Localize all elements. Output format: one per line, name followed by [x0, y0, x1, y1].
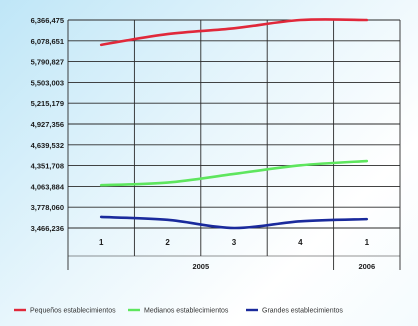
legend-label: Grandes establecimientos [262, 308, 343, 315]
y-tick-label: 5,215,179 [31, 99, 64, 108]
y-tick-label: 5,503,003 [31, 78, 64, 87]
y-tick-label: 6,078,651 [31, 37, 64, 46]
axis-layer: 3,466,236 3,778,060 4,063,884 4,351,708 4,63… [31, 16, 376, 271]
series-line-2 [99, 159, 369, 187]
x-tick-label: 1 [99, 238, 104, 247]
y-tick-label: 3,466,236 [31, 224, 64, 233]
y-tick-label: 5,790,827 [31, 58, 64, 67]
grid-layer [67, 19, 401, 270]
x-group-label: 2005 [192, 262, 209, 271]
y-tick-label: 4,639,532 [31, 141, 64, 150]
y-tick-label: 6,366,475 [31, 16, 64, 25]
series-layer [99, 18, 369, 230]
y-tick-label: 4,927,356 [31, 120, 64, 129]
legend: Pequeños establecimientos Medianos establ… [14, 308, 343, 315]
x-tick-label: 3 [232, 238, 237, 247]
y-tick-label: 4,063,884 [31, 182, 65, 191]
series-line-3 [99, 215, 369, 230]
x-group-label: 2006 [358, 262, 375, 271]
legend-label: Pequeños establecimientos [30, 308, 116, 315]
legend-label: Medianos establecimientos [144, 308, 229, 315]
x-tick-label: 2 [165, 238, 170, 247]
x-tick-label: 1 [365, 238, 370, 247]
y-tick-label: 4,351,708 [31, 162, 64, 171]
x-tick-label: 4 [298, 238, 303, 247]
y-tick-label: 3,778,060 [31, 203, 64, 212]
